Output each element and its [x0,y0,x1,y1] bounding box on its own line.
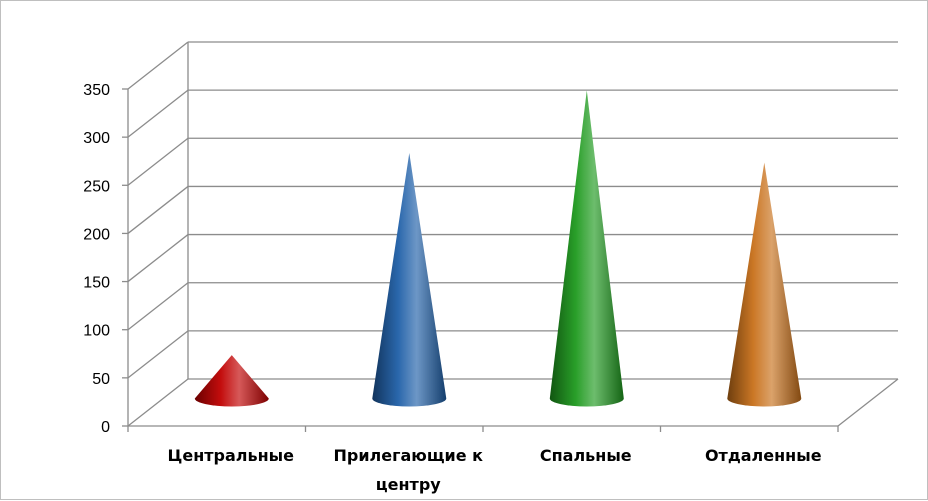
side-gridline [127,137,189,186]
category-labels: Центральные Прилегающие к центру Спальные От… [168,446,822,494]
side-gridline [127,330,189,379]
side-gridline [127,185,189,234]
side-gridline [127,89,189,138]
floor-right-edge [837,378,899,427]
cone-body [549,90,624,407]
cones [194,90,802,407]
side-gridline [127,378,189,427]
y-tick-label: 300 [83,130,110,147]
cone-mark [194,355,269,407]
y-tick-label: 350 [83,82,110,99]
cone-mark [727,162,802,407]
cone-body [194,355,269,407]
cone-body [727,162,802,407]
category-label: Отдаленные [705,446,822,465]
axes [122,42,899,432]
y-tick-label: 200 [83,226,110,243]
side-gridline [127,41,189,90]
cone-mark [372,152,447,407]
y-tick-label: 100 [83,323,110,340]
gridlines [127,41,898,427]
side-gridline [127,234,189,283]
y-axis-tick-labels: 0 50 100 150 200 250 300 350 [83,82,110,436]
side-gridline [127,282,189,331]
category-label: Центральные [168,446,295,465]
cone-body [372,152,447,407]
cone-mark [549,90,624,407]
y-tick-label: 250 [83,178,110,195]
category-label: Прилегающие к центру [333,446,483,494]
y-tick-label: 50 [92,371,110,388]
category-label: Спальные [540,446,632,465]
y-tick-label: 0 [101,419,110,436]
y-tick-label: 150 [83,275,110,292]
